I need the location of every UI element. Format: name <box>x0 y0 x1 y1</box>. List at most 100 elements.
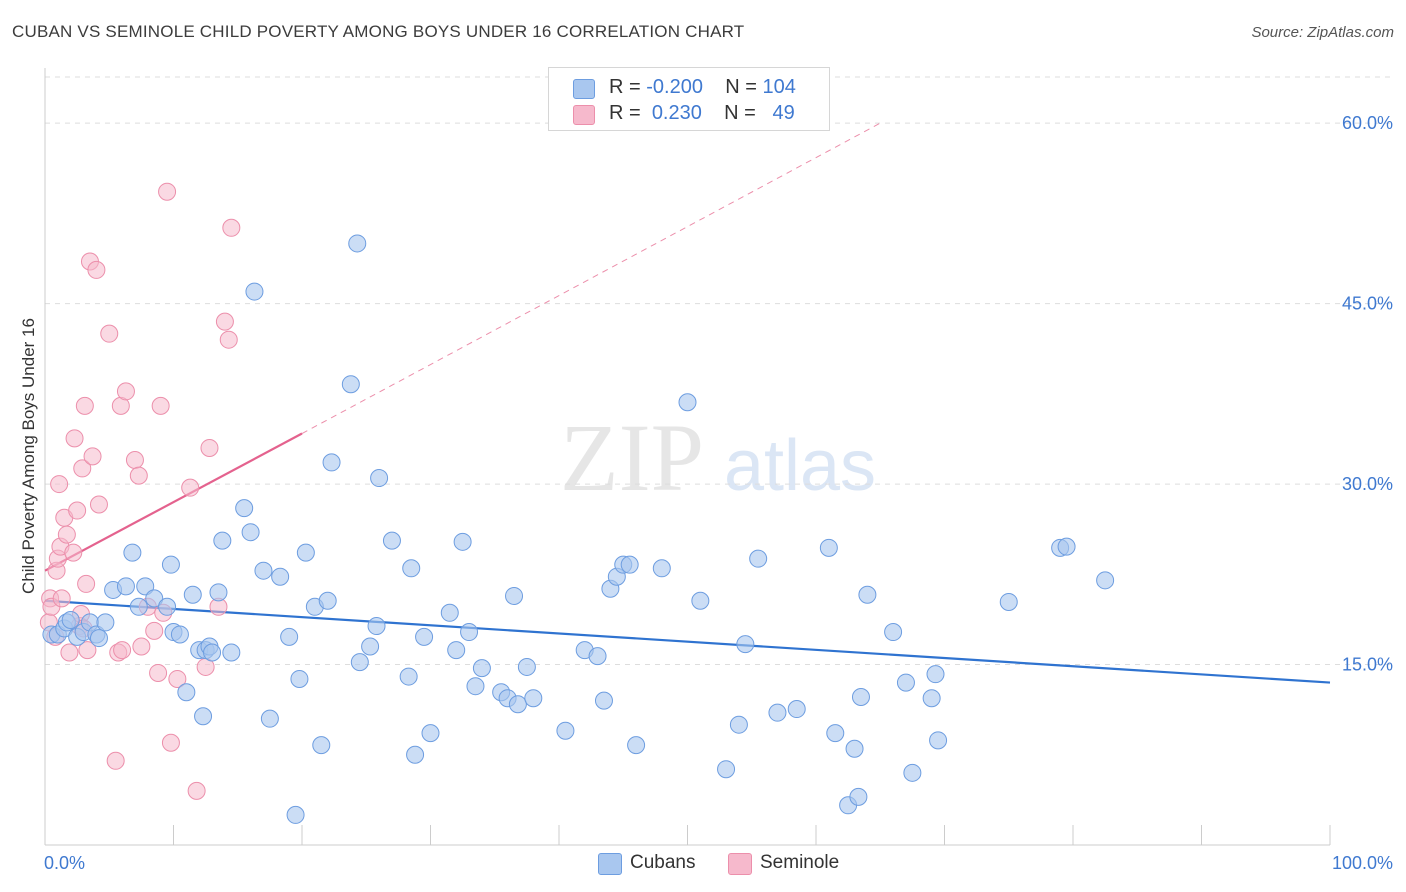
cubans-point <box>271 567 290 586</box>
legend-swatch-cubans <box>573 79 595 99</box>
cubans-point <box>849 787 868 806</box>
cubans-point <box>588 647 607 666</box>
cubans-point <box>508 695 527 714</box>
cubans-point <box>161 555 180 574</box>
legend-n-value: 104 <box>762 76 796 98</box>
cubans-point <box>922 689 941 708</box>
seminole-point <box>129 466 148 485</box>
seminole-point <box>219 330 238 349</box>
cubans-point <box>145 589 164 608</box>
seminole-point <box>116 382 135 401</box>
legend-row-cubans: R = -0.200 N = 104 <box>573 76 796 102</box>
cubans-point <box>241 523 260 542</box>
x-tick-labels: 0.0% 100.0% <box>44 853 1393 873</box>
seminole-point <box>100 324 119 343</box>
cubans-point <box>158 597 177 616</box>
cubans-point <box>453 532 472 551</box>
legend-n-label: N = <box>725 76 757 98</box>
cubans-point <box>350 653 369 672</box>
legend-r-value: 0.230 <box>651 102 702 124</box>
cubans-point <box>183 585 202 604</box>
cubans-point <box>245 282 264 301</box>
axes <box>44 68 1331 846</box>
cubans-point <box>280 627 299 646</box>
cubans-point <box>472 659 491 678</box>
cubans-point <box>929 731 948 750</box>
legend-r-label: R = <box>609 102 641 124</box>
y-axis-label: Child Poverty Among Boys Under 16 <box>19 318 38 594</box>
grid-lines <box>45 76 1392 666</box>
cubans-point <box>203 643 222 662</box>
cubans-point <box>594 691 613 710</box>
cubans-point <box>406 745 425 764</box>
cubans-point <box>213 531 232 550</box>
seminole-point <box>132 637 151 656</box>
watermark-atlas: atlas <box>724 426 876 506</box>
cubans-point <box>361 637 380 656</box>
seminole-point <box>187 781 206 800</box>
cubans-point <box>123 543 142 562</box>
y-tick-label: 60.0% <box>1342 113 1393 133</box>
legend-n-label: N = <box>724 102 756 124</box>
cubans-point <box>235 499 254 518</box>
seminole-point <box>64 543 83 562</box>
cubans-point <box>819 538 838 557</box>
seminole-label: Seminole <box>760 852 840 873</box>
cubans-point <box>826 724 845 743</box>
cubans-point <box>627 736 646 755</box>
y-tick-label: 45.0% <box>1342 294 1393 314</box>
seminole-point <box>57 525 76 544</box>
seminole-point <box>78 641 97 660</box>
cubans-point <box>348 234 367 253</box>
seminole-point <box>77 574 96 593</box>
y-tick-label: 30.0% <box>1342 474 1393 494</box>
seminole-point <box>161 733 180 752</box>
cubans-point <box>399 667 418 686</box>
legend-r-value: -0.200 <box>646 76 703 98</box>
seminole-point <box>87 260 106 279</box>
cubans-point <box>749 549 768 568</box>
seminole-point <box>149 663 168 682</box>
seminole-trend-line <box>44 432 303 572</box>
cubans-point <box>254 561 273 580</box>
seminole-point <box>50 475 69 494</box>
cubans-point <box>845 739 864 758</box>
cubans-point <box>290 669 309 688</box>
seminole-point <box>125 451 144 469</box>
cubans-point <box>1057 537 1076 556</box>
cubans-point <box>402 559 421 578</box>
cubans-point <box>505 586 524 605</box>
cubans-point <box>367 617 386 636</box>
cubans-point <box>768 703 787 722</box>
seminole-point <box>106 751 125 770</box>
y-tick-label: 15.0% <box>1342 655 1393 675</box>
cubans-point <box>129 597 148 616</box>
cubans-point <box>440 603 459 622</box>
cubans-point <box>717 760 736 779</box>
cubans-point <box>209 583 228 602</box>
cubans-point <box>926 665 945 684</box>
seminole-point <box>168 669 187 688</box>
seminole-point <box>52 589 71 608</box>
watermark-zip: ZIP <box>560 404 704 511</box>
cubans-point <box>460 623 479 642</box>
cubans-point <box>556 721 575 740</box>
seminole-point <box>215 312 234 331</box>
x-tick-label-max: 100.0% <box>1332 853 1393 873</box>
cubans-point <box>96 613 115 632</box>
cubans-point <box>620 555 639 574</box>
cubans-point <box>286 805 305 824</box>
cubans-point <box>136 577 155 596</box>
cubans-point <box>729 715 748 734</box>
watermark: ZIP atlas <box>560 404 876 511</box>
seminole-point <box>145 621 164 640</box>
cubans-point <box>896 673 915 692</box>
seminole-point <box>60 643 79 662</box>
cubans-point <box>318 591 337 610</box>
cubans-point <box>858 585 877 604</box>
seminole-point <box>89 495 108 514</box>
seminole-point <box>65 429 84 448</box>
cubans-point <box>89 629 108 648</box>
chart-title: CUBAN VS SEMINOLE CHILD POVERTY AMONG BO… <box>12 22 745 41</box>
trend-lines <box>44 122 1331 684</box>
